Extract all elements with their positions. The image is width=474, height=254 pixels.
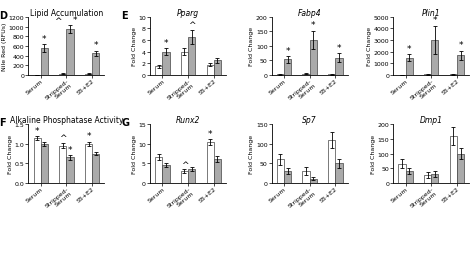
Bar [59,74,66,76]
Y-axis label: Nile Red (RFUs): Nile Red (RFUs) [2,23,7,71]
Bar [335,58,343,76]
Bar [155,67,163,76]
Bar [398,164,406,183]
Bar [85,144,92,183]
Bar [207,65,214,76]
Bar [277,160,284,183]
Bar [302,74,310,76]
Text: D: D [0,11,8,21]
Bar [85,74,92,76]
Bar [207,142,214,183]
Bar [188,38,195,76]
Bar [188,169,195,183]
Bar [66,30,73,76]
Bar [59,146,66,183]
Title: Runx2: Runx2 [176,116,200,125]
Bar [328,140,335,183]
Bar [163,53,170,76]
Bar [92,54,100,76]
Text: *: * [407,45,411,54]
Bar [155,158,163,183]
Bar [41,49,48,76]
Bar [34,138,41,183]
Bar [335,164,343,183]
Title: Sp7: Sp7 [302,116,317,125]
Bar [284,60,291,76]
Bar [424,75,431,76]
Bar [284,171,291,183]
Bar [92,154,100,183]
Bar [277,75,284,76]
Text: *: * [458,41,463,50]
Bar [214,160,221,183]
Bar [406,58,413,76]
Bar [457,56,464,76]
Text: *: * [68,145,73,154]
Bar [163,166,170,183]
Y-axis label: Fold Change: Fold Change [132,27,137,66]
Bar [310,179,317,183]
Bar [431,174,438,183]
Text: *: * [285,46,290,55]
Bar [181,171,188,183]
Y-axis label: Fold Change: Fold Change [8,134,13,173]
Title: Plin1: Plin1 [422,9,440,18]
Text: *: * [208,130,212,138]
Text: ^: ^ [55,17,62,25]
Bar [41,144,48,183]
Text: *: * [73,15,77,25]
Title: Alkaline Phosphatase Activity: Alkaline Phosphatase Activity [9,116,123,125]
Bar [214,61,221,76]
Text: G: G [121,118,129,128]
Y-axis label: Fold Change: Fold Change [249,27,255,66]
Text: E: E [121,11,128,21]
Text: F: F [0,118,6,128]
Text: *: * [337,44,341,53]
Title: Dmp1: Dmp1 [420,116,443,125]
Y-axis label: Fold Change: Fold Change [371,134,376,173]
Text: ^: ^ [181,160,188,169]
Bar [424,176,431,183]
Y-axis label: Fold Change: Fold Change [249,134,255,173]
Bar [310,41,317,76]
Text: *: * [164,39,168,48]
Text: ^: ^ [188,21,195,30]
Text: *: * [433,16,437,25]
Bar [457,154,464,183]
Bar [328,75,335,76]
Title: Pparg: Pparg [177,9,199,18]
Bar [450,75,457,76]
Text: *: * [93,41,98,50]
Text: *: * [311,21,316,30]
Bar [406,171,413,183]
Text: *: * [86,132,91,141]
Title: Fabp4: Fabp4 [298,9,321,18]
Text: *: * [42,35,46,44]
Bar [302,171,310,183]
Y-axis label: Fold Change: Fold Change [132,134,137,173]
Text: *: * [35,126,39,135]
Bar [431,41,438,76]
Y-axis label: Fold Change: Fold Change [367,27,372,66]
Bar [66,158,73,183]
Title: Lipid Accumulation: Lipid Accumulation [30,9,103,18]
Bar [450,137,457,183]
Text: ^: ^ [59,134,66,143]
Bar [181,53,188,76]
